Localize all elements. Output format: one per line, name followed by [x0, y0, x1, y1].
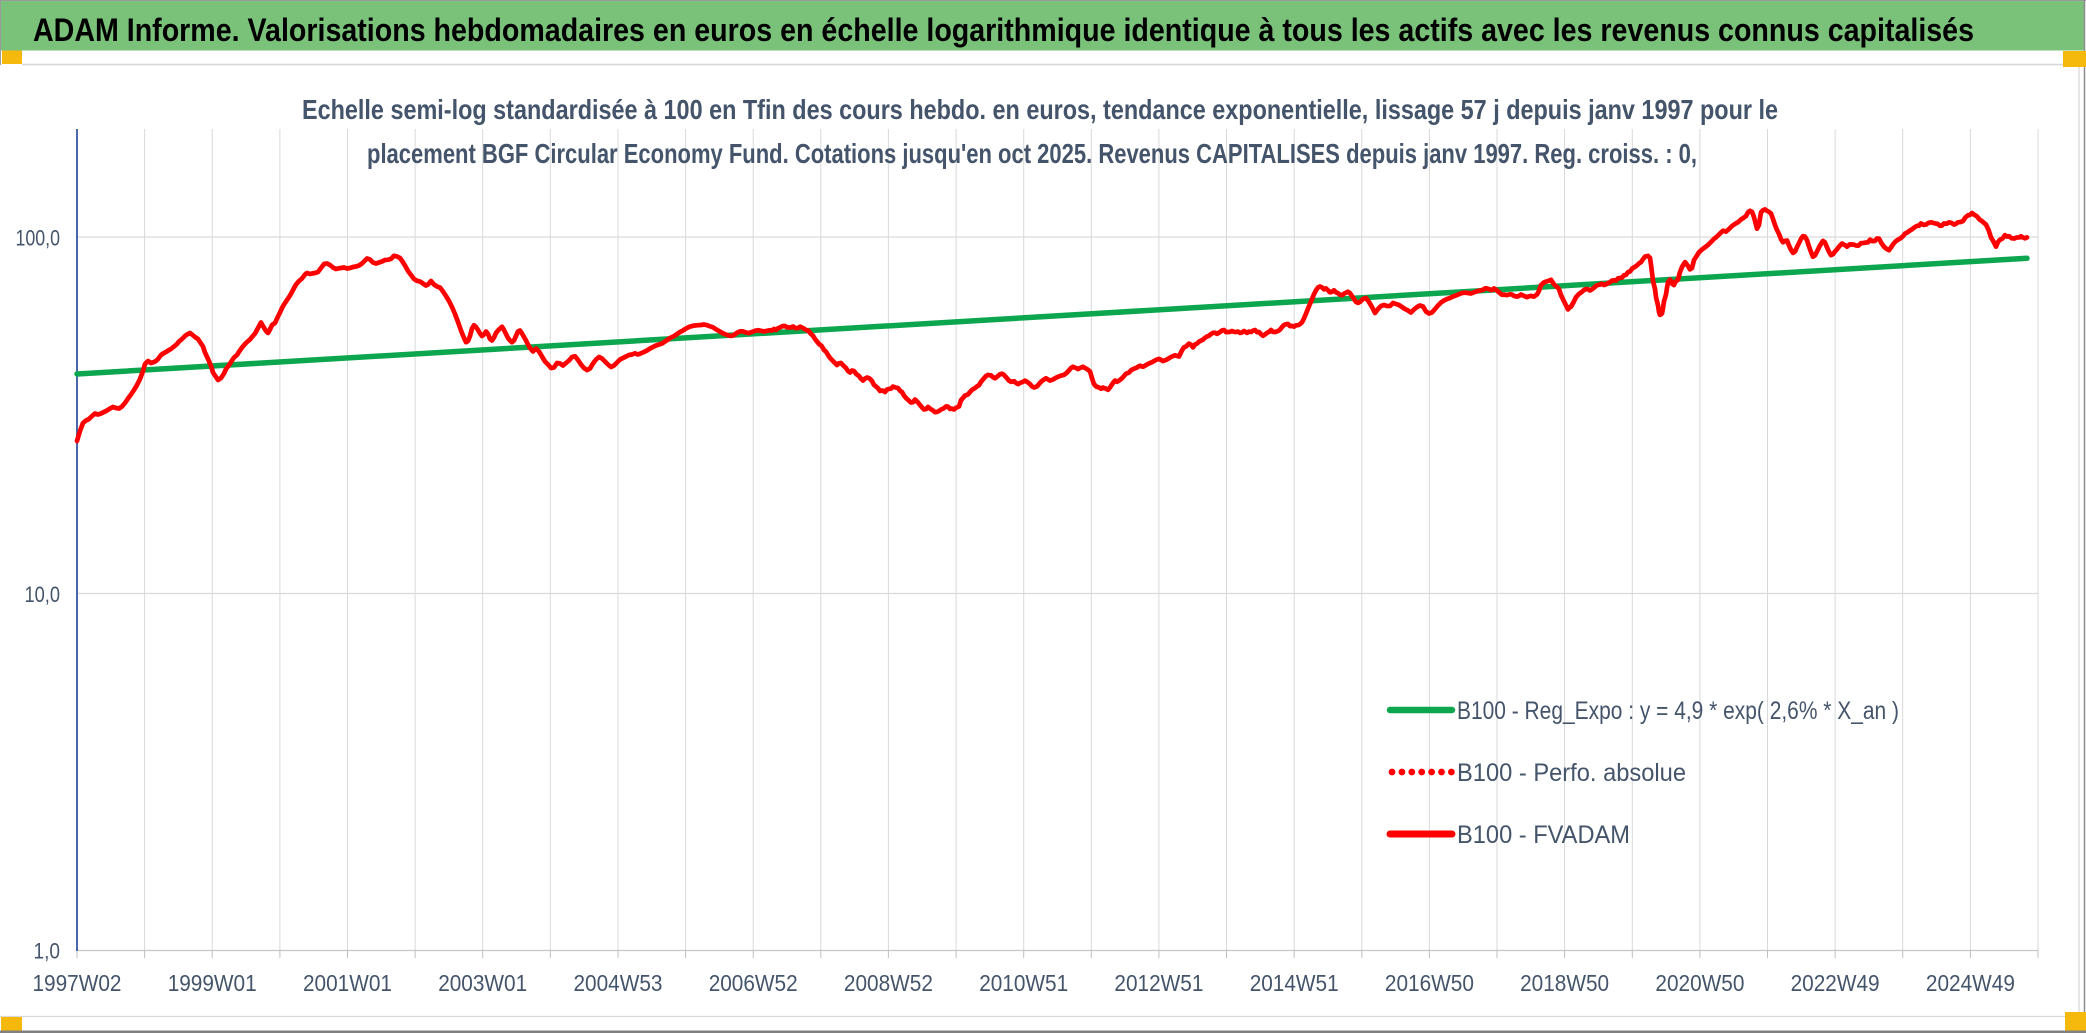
svg-text:2010W51: 2010W51	[979, 970, 1068, 996]
svg-text:2024W49: 2024W49	[1926, 970, 2015, 996]
svg-text:1999W01: 1999W01	[168, 970, 257, 996]
svg-text:Echelle semi-log standardisée: Echelle semi-log standardisée à 100 en T…	[302, 94, 1778, 125]
svg-text:2016W50: 2016W50	[1385, 970, 1474, 996]
svg-text:1,0: 1,0	[34, 939, 61, 964]
svg-text:2014W51: 2014W51	[1250, 970, 1339, 996]
svg-text:B100 - Perfo. absolue: B100 - Perfo. absolue	[1457, 759, 1686, 787]
svg-text:B100 - Reg_Expo : y = 4,9 * ex: B100 - Reg_Expo : y = 4,9 * exp( 2,6% * …	[1457, 697, 1899, 725]
svg-text:2012W51: 2012W51	[1114, 970, 1203, 996]
svg-text:2018W50: 2018W50	[1520, 970, 1609, 996]
svg-text:2008W52: 2008W52	[844, 970, 933, 996]
svg-text:ADAM Informe. Valorisations he: ADAM Informe. Valorisations hebdomadaire…	[33, 12, 1974, 48]
svg-text:2004W53: 2004W53	[574, 970, 663, 996]
svg-text:2020W50: 2020W50	[1655, 970, 1744, 996]
svg-text:B100 - FVADAM: B100 - FVADAM	[1457, 821, 1630, 849]
svg-text:2001W01: 2001W01	[303, 970, 392, 996]
svg-text:2022W49: 2022W49	[1791, 970, 1880, 996]
svg-text:10,0: 10,0	[25, 582, 61, 607]
svg-text:placement BGF Circular Economy: placement BGF Circular Economy Fund. Cot…	[367, 138, 1697, 169]
svg-text:2006W52: 2006W52	[709, 970, 798, 996]
svg-text:1997W02: 1997W02	[33, 970, 122, 996]
svg-text:2003W01: 2003W01	[438, 970, 527, 996]
svg-text:100,0: 100,0	[16, 226, 61, 251]
